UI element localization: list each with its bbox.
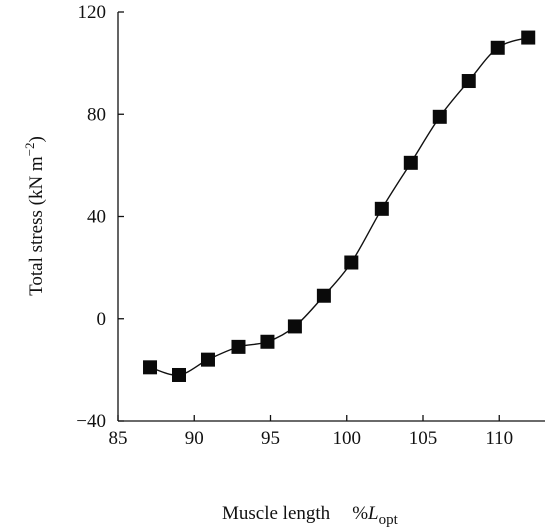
y-tick-label: 120 (78, 2, 107, 23)
x-tick-label: 95 (261, 428, 280, 449)
x-tick-label: 105 (409, 428, 438, 449)
plot-area: −40 0 40 80 120 85 90 95 100 105 110 (76, 2, 545, 449)
data-markers (143, 30, 536, 382)
y-tick-label: 80 (87, 104, 106, 125)
y-tick-label: 0 (97, 309, 107, 330)
data-point-marker (200, 352, 215, 367)
x-tick-label: 90 (185, 428, 204, 449)
x-axis-unit-subscript: opt (379, 512, 399, 528)
data-point-marker (432, 109, 447, 124)
x-axis-unit-prefix: % (352, 503, 368, 524)
x-tick-label: 85 (109, 428, 128, 449)
data-point-marker (231, 339, 246, 354)
data-point-marker (287, 319, 302, 334)
data-point-marker (461, 74, 476, 89)
data-point-marker (403, 155, 418, 170)
y-axis-title-exponent: −2 (22, 142, 37, 156)
data-point-marker (374, 201, 389, 216)
x-axis-title-text: Muscle length (222, 503, 331, 524)
data-point-marker (344, 255, 359, 270)
y-axis-title-close: ) (26, 136, 47, 142)
x-axis-unit-symbol: L (367, 503, 379, 524)
x-tick-label: 100 (333, 428, 362, 449)
y-tick-label: 40 (87, 207, 106, 228)
series-line (149, 36, 529, 376)
x-axis-title: Muscle length %Lopt (222, 503, 399, 528)
data-point-marker (172, 367, 186, 382)
data-point-marker (316, 288, 331, 303)
y-ticks: −40 0 40 80 120 (76, 2, 124, 432)
data-point-marker (490, 40, 505, 55)
data-point-marker (521, 30, 536, 45)
x-tick-label: 110 (485, 428, 513, 449)
y-axis-title-text: Total stress (kN m (26, 156, 47, 296)
y-tick-label: −40 (76, 411, 106, 432)
y-axis-title: Total stress (kN m−2) (22, 136, 47, 296)
data-point-marker (143, 360, 158, 375)
data-point-marker (260, 334, 275, 349)
x-ticks: 85 90 95 100 105 110 (109, 415, 513, 449)
